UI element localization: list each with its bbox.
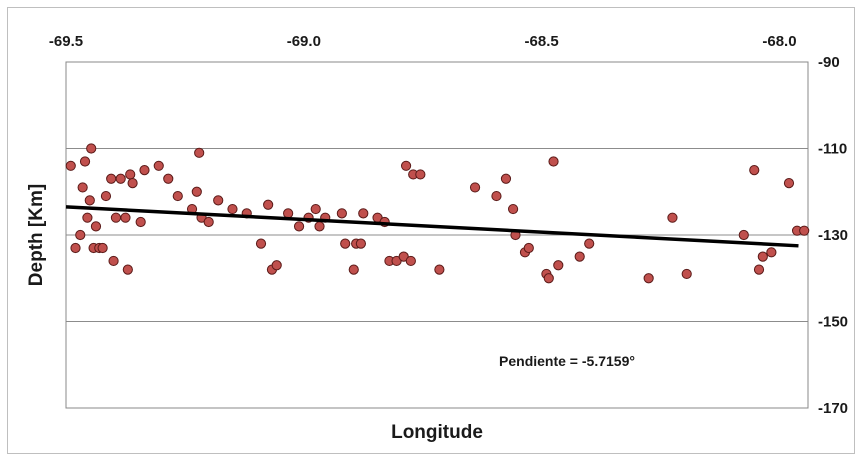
data-point	[77, 182, 88, 193]
y-tick-label: -150	[818, 314, 848, 331]
gridlines	[66, 61, 808, 409]
data-point	[314, 221, 325, 232]
data-point	[153, 160, 164, 171]
data-point	[405, 255, 416, 267]
data-point	[400, 160, 412, 171]
data-point	[110, 212, 122, 223]
data-point	[172, 190, 183, 202]
data-point	[500, 173, 512, 184]
data-point	[766, 247, 777, 258]
data-point	[543, 273, 554, 284]
data-point	[84, 195, 95, 206]
data-point	[97, 242, 108, 254]
data-point	[125, 169, 136, 180]
data-point	[115, 173, 126, 184]
data-point	[122, 264, 133, 275]
data-point	[643, 273, 654, 284]
data-point	[213, 195, 224, 206]
x-tick-labels: -69.5 -69.0 -68.5 -68.0	[49, 33, 797, 50]
data-point	[90, 221, 102, 232]
x-tick-label: -68.5	[525, 33, 559, 50]
data-point	[491, 190, 502, 202]
data-point	[108, 255, 119, 267]
data-point	[135, 216, 146, 228]
data-point	[753, 264, 765, 275]
data-point	[75, 229, 86, 241]
data-point	[194, 147, 205, 158]
data-point	[191, 186, 202, 197]
data-point	[139, 165, 150, 176]
y-tick-labels: -90 -110 -130 -150 -170	[818, 54, 848, 417]
data-point	[783, 178, 795, 189]
chart-frame	[7, 7, 855, 454]
data-point	[757, 251, 768, 262]
data-point	[667, 212, 678, 223]
data-point	[434, 264, 445, 275]
data-point	[106, 173, 117, 184]
data-point	[548, 156, 559, 167]
data-point	[120, 212, 131, 223]
data-point	[203, 216, 214, 228]
data-point	[82, 212, 93, 223]
data-point	[574, 251, 585, 262]
data-point	[227, 203, 238, 215]
data-points	[65, 143, 810, 284]
data-point	[799, 225, 810, 236]
y-tick-label: -170	[818, 400, 848, 417]
data-point	[355, 238, 366, 249]
data-point	[310, 203, 321, 215]
data-point	[336, 208, 347, 219]
data-point	[749, 165, 760, 176]
data-point	[508, 203, 519, 215]
x-tick-label: -68.0	[762, 33, 796, 50]
data-point	[293, 221, 305, 232]
data-point	[358, 208, 369, 219]
data-point	[523, 242, 534, 254]
data-point	[163, 173, 174, 184]
data-point	[79, 156, 91, 167]
x-tick-label: -69.0	[287, 33, 321, 50]
data-point	[415, 169, 426, 180]
data-point	[263, 199, 274, 210]
x-tick-label: -69.5	[49, 33, 83, 50]
slope-annotation: Pendiente = -5.7159°	[499, 353, 635, 369]
data-point	[271, 260, 282, 271]
data-point	[127, 178, 138, 189]
x-axis-title: Longitude	[391, 422, 483, 443]
data-point	[100, 190, 112, 202]
data-point	[70, 242, 81, 254]
data-point	[469, 182, 481, 193]
data-point	[584, 238, 595, 249]
data-point	[65, 160, 76, 171]
trendline	[65, 205, 799, 248]
y-tick-label: -130	[818, 227, 848, 244]
data-point	[283, 208, 294, 219]
data-point	[553, 260, 564, 271]
data-point	[86, 143, 97, 154]
y-tick-label: -110	[818, 141, 847, 158]
y-axis-title: Depth [Km]	[26, 184, 47, 286]
data-point	[738, 229, 749, 241]
data-point	[681, 268, 692, 280]
data-point	[348, 264, 359, 275]
data-point	[340, 238, 351, 249]
y-tick-label: -90	[818, 54, 840, 71]
plot-area-border	[65, 61, 809, 409]
data-point	[255, 238, 267, 249]
